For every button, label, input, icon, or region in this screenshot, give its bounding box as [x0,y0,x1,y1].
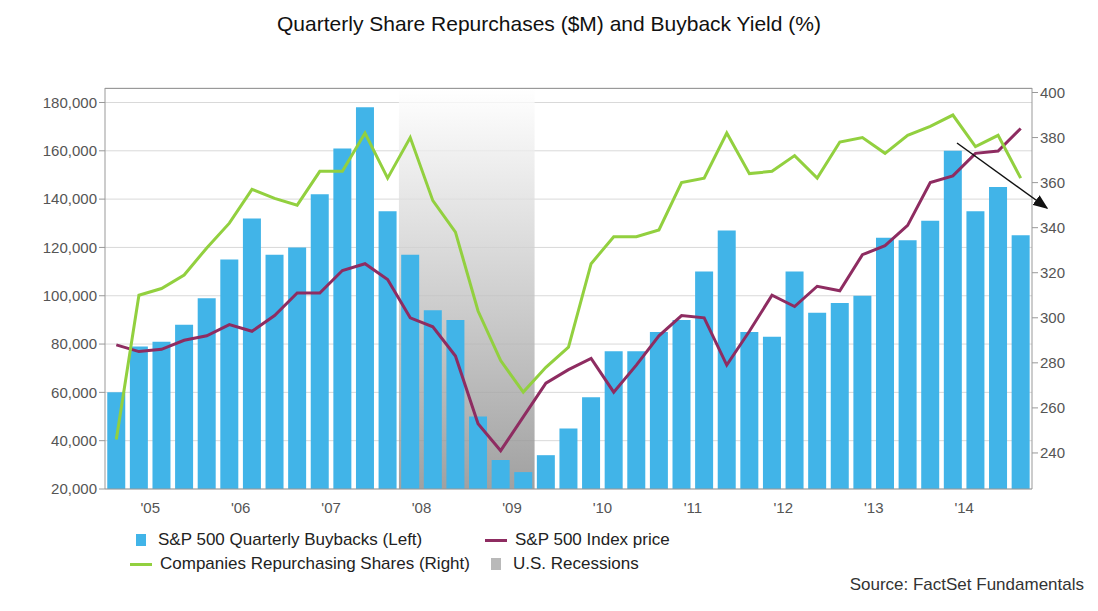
svg-text:160,000: 160,000 [43,142,97,159]
svg-text:360: 360 [1040,174,1065,191]
svg-text:40,000: 40,000 [51,432,97,449]
svg-text:'09: '09 [502,499,522,516]
svg-text:'10: '10 [593,499,613,516]
svg-text:'05: '05 [140,499,160,516]
html-text:Source: FactSet Fundamentals: Source: FactSet Fundamentals [849,575,1084,594]
svg-text:60,000: 60,000 [51,384,97,401]
html-text:S&P 500 Quarterly Buybacks (Le: S&P 500 Quarterly Buybacks (Left) [158,530,423,549]
svg-text:'06: '06 [231,499,251,516]
svg-text:'14: '14 [954,499,974,516]
svg-text:20,000: 20,000 [51,480,97,497]
svg-text:240: 240 [1040,444,1065,461]
svg-text:'13: '13 [864,499,884,516]
svg-text:380: 380 [1040,129,1065,146]
svg-text:'12: '12 [774,499,794,516]
svg-text:280: 280 [1040,354,1065,371]
html-text:S&P 500 Index price: S&P 500 Index price [515,530,670,549]
svg-text:320: 320 [1040,264,1065,281]
html-text:Companies Repurchasing Shares: Companies Repurchasing Shares (Right) [160,554,470,573]
svg-text:'07: '07 [321,499,341,516]
svg-text:100,000: 100,000 [43,287,97,304]
svg-text:'11: '11 [684,499,702,516]
html-text:Quarterly Share Repurchases ($: Quarterly Share Repurchases ($M) and Buy… [277,12,821,35]
svg-text:120,000: 120,000 [43,239,97,256]
svg-text:'08: '08 [412,499,432,516]
svg-text:340: 340 [1040,219,1065,236]
svg-text:80,000: 80,000 [51,335,97,352]
svg-text:300: 300 [1040,309,1065,326]
html-text:U.S. Recessions: U.S. Recessions [513,554,639,573]
svg-text:140,000: 140,000 [43,190,97,207]
svg-text:400: 400 [1040,84,1065,101]
svg-text:180,000: 180,000 [43,94,97,111]
svg-text:260: 260 [1040,399,1065,416]
